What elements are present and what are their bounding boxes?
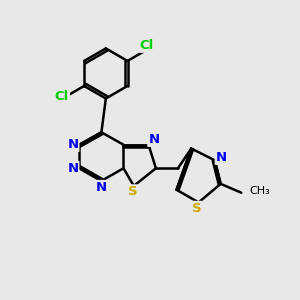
Text: N: N (67, 138, 78, 151)
Text: S: S (128, 185, 137, 198)
Text: S: S (192, 202, 202, 215)
Text: N: N (96, 181, 107, 194)
Text: CH₃: CH₃ (250, 186, 270, 196)
Text: N: N (67, 162, 78, 175)
Text: Cl: Cl (140, 39, 154, 52)
Text: Cl: Cl (55, 90, 69, 103)
Text: N: N (148, 133, 159, 146)
Text: N: N (216, 151, 227, 164)
